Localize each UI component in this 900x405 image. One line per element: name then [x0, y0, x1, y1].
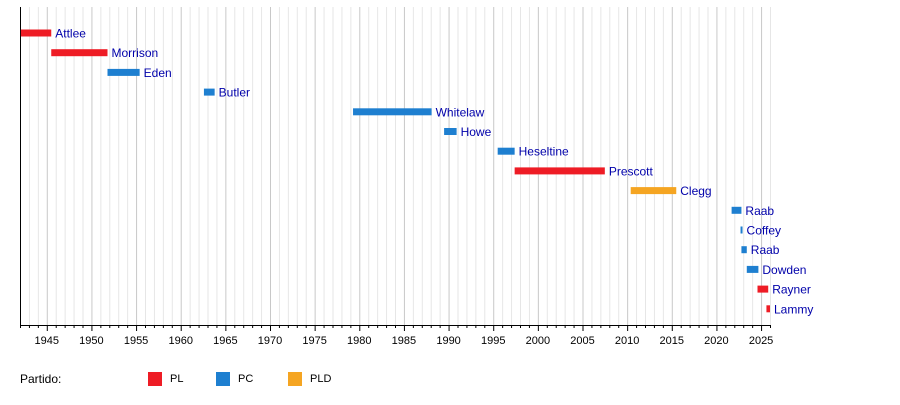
timeline-bar-heseltine [497, 147, 515, 155]
timeline-label-howe: Howe [461, 125, 492, 139]
x-tick-label: 1960 [168, 335, 192, 347]
timeline-bar-howe [444, 128, 457, 135]
legend: Partido: PL PC PLD [20, 371, 420, 387]
x-tick-label: 2015 [660, 335, 684, 347]
timeline-label-raab: Raab [745, 204, 774, 218]
x-tick-label: 1995 [481, 335, 505, 347]
timeline-bar-dowden [746, 265, 759, 273]
timeline-bar-raab [731, 206, 742, 214]
timeline-bar-prescott [514, 167, 605, 175]
timeline-bar-eden [107, 68, 140, 76]
timeline-bar-rayner [757, 285, 769, 293]
timeline-label-attlee: Attlee [55, 27, 86, 41]
timeline-label-coffey: Coffey [747, 224, 781, 238]
timeline-label-heseltine: Heseltine [519, 145, 569, 159]
x-tick-label: 1970 [258, 335, 282, 347]
timeline-bar-clegg [630, 187, 677, 195]
timeline-bar-raab [741, 246, 747, 254]
timeline-bar-attlee [20, 29, 52, 37]
grid-layer [20, 7, 771, 325]
x-tick-label: 1945 [35, 335, 59, 347]
timeline-label-butler: Butler [219, 86, 250, 100]
legend-swatch-pld [288, 372, 302, 386]
legend-label-pld: PLD [310, 373, 332, 385]
timeline-bar-coffey [740, 226, 743, 234]
legend-swatch-pl [148, 372, 162, 386]
timeline-label-clegg: Clegg [680, 184, 711, 198]
x-tick-label: 1975 [302, 335, 326, 347]
x-tick-label: 2010 [615, 335, 639, 347]
x-tick-label: 1955 [124, 335, 148, 347]
x-tick-label: 1985 [392, 335, 416, 347]
x-tick-label: 1980 [347, 335, 371, 347]
timeline-bar-morrison [51, 49, 108, 57]
timeline-bar-butler [203, 88, 215, 96]
x-tick-label: 1950 [79, 335, 103, 347]
timeline-label-lammy: Lammy [774, 302, 813, 316]
legend-label-pl: PL [170, 373, 184, 385]
x-tick-label: 2005 [570, 335, 594, 347]
timeline-label-whitelaw: Whitelaw [436, 105, 485, 119]
timeline-label-raab: Raab [751, 243, 780, 257]
bars-layer: Attlee Morrison Eden Butler Whitelaw Howe Hese… [20, 27, 813, 316]
timeline-label-prescott: Prescott [609, 164, 654, 178]
x-tick-label: 2020 [704, 335, 728, 347]
legend-swatch-pc [216, 372, 230, 386]
timeline-bar-whitelaw [353, 108, 432, 116]
timeline-bar-lammy [766, 305, 770, 313]
timeline-label-rayner: Rayner [772, 283, 811, 297]
timeline-label-eden: Eden [144, 66, 172, 80]
x-tick-label: 2000 [526, 335, 550, 347]
x-tick-label: 2025 [749, 335, 773, 347]
timeline-label-dowden: Dowden [762, 263, 806, 277]
timeline-chart: 1945 1950 1955 1960 1965 1970 1975 1980 1985 1990… [20, 7, 813, 347]
axis-layer: 1945 1950 1955 1960 1965 1970 1975 1980 1985 1990… [20, 7, 773, 347]
legend-title: Partido: [20, 372, 62, 386]
x-tick-label: 1965 [213, 335, 237, 347]
legend-label-pc: PC [238, 373, 254, 385]
x-tick-label: 1990 [436, 335, 460, 347]
timeline-label-morrison: Morrison [112, 46, 159, 60]
